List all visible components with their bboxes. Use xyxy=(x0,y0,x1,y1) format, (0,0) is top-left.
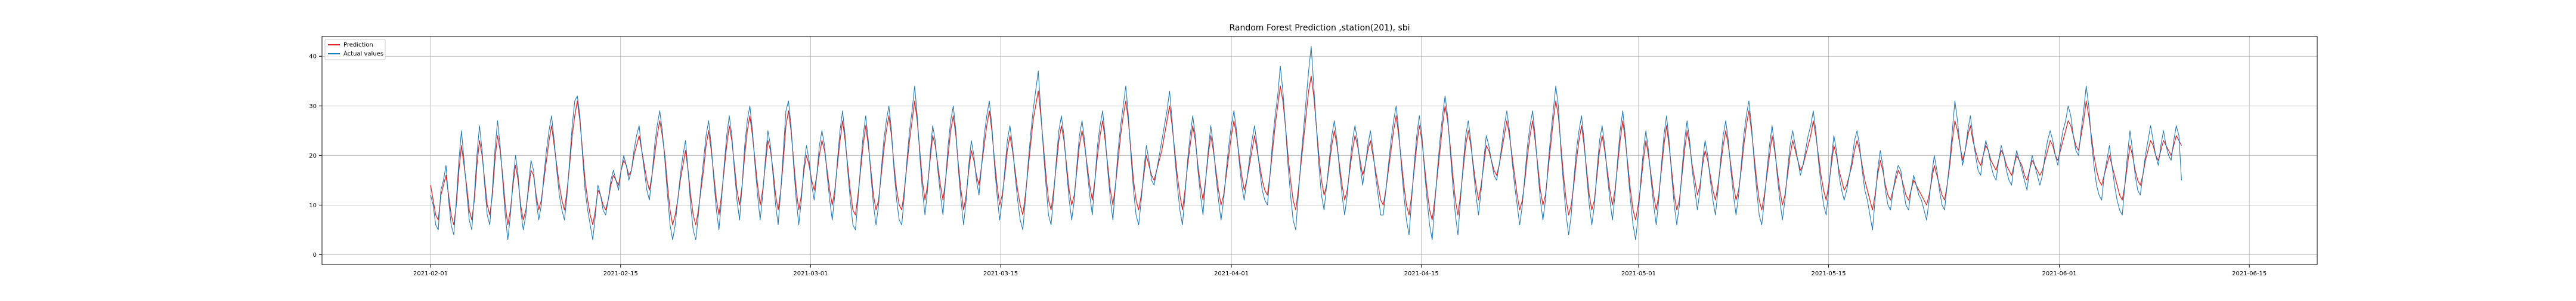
y-tick-label: 40 xyxy=(309,54,317,60)
x-tick-label: 2021-06-15 xyxy=(2232,271,2267,277)
x-tick-label: 2021-02-01 xyxy=(413,271,448,277)
series-line-actual-values xyxy=(430,46,2182,241)
x-tick-label: 2021-04-15 xyxy=(1404,271,1439,277)
x-tick-label: 2021-04-01 xyxy=(1214,271,1249,277)
series-layer xyxy=(430,46,2182,241)
legend-box xyxy=(324,39,386,60)
legend-label-prediction: Prediction xyxy=(343,42,373,48)
x-axis: 2021-02-01 2021-02-15 2021-03-01 2021-03-15… xyxy=(413,265,2267,277)
legend: Prediction Actual values xyxy=(324,39,386,60)
x-tick-label: 2021-03-15 xyxy=(983,271,1018,277)
y-tick-label: 10 xyxy=(309,202,317,209)
y-tick-label: 30 xyxy=(309,103,317,110)
plot-frame xyxy=(321,36,2318,265)
x-tick-label: 2021-05-15 xyxy=(1812,271,1846,277)
chart-title: Random Forest Prediction ,station(201), … xyxy=(1229,23,1410,33)
y-axis: 0 10 20 30 40 xyxy=(309,54,322,259)
plot-area xyxy=(322,36,2317,265)
x-tick-label: 2021-03-01 xyxy=(793,271,828,277)
y-tick-label: 20 xyxy=(309,153,317,159)
grid-lines xyxy=(322,36,2317,265)
legend-label-actual: Actual values xyxy=(343,51,383,57)
x-tick-label: 2021-06-01 xyxy=(2042,271,2076,277)
x-tick-label: 2021-02-15 xyxy=(603,271,638,277)
x-tick-label: 2021-05-01 xyxy=(1621,271,1656,277)
y-tick-label: 0 xyxy=(313,252,317,259)
